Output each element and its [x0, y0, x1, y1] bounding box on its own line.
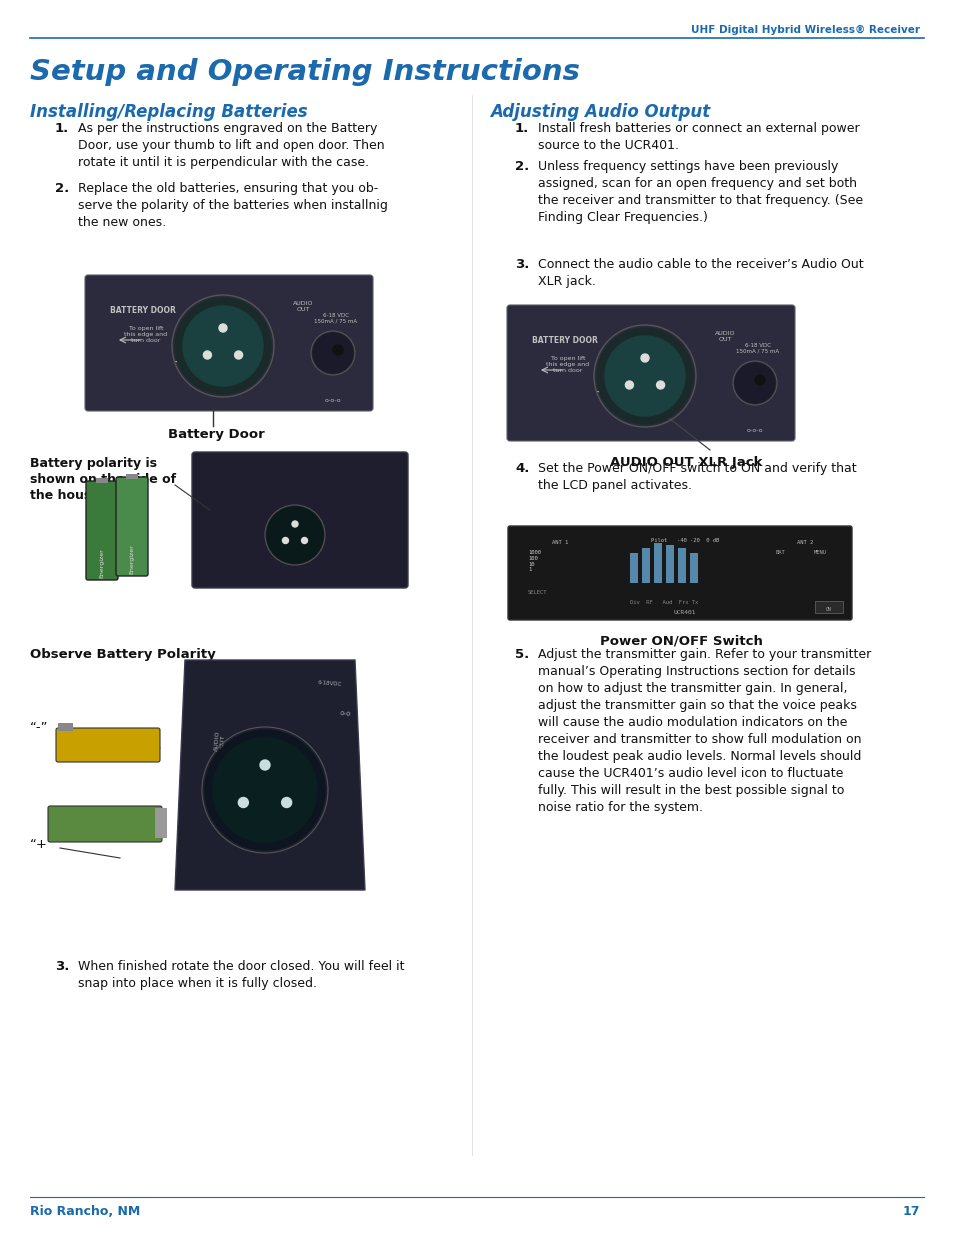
Circle shape [597, 329, 692, 424]
FancyBboxPatch shape [48, 806, 162, 842]
Text: 5.: 5. [515, 648, 529, 661]
Bar [641, 548, 649, 583]
Circle shape [260, 760, 270, 769]
Text: “-”: “-” [30, 720, 49, 734]
Text: Install fresh batteries or connect an external power
source to the UCR401.: Install fresh batteries or connect an ex… [537, 122, 859, 152]
Text: To open lift
this edge and
turn door: To open lift this edge and turn door [546, 356, 589, 373]
Bar [814, 601, 842, 613]
Circle shape [234, 351, 242, 359]
Text: When finished rotate the door closed. You will feel it
snap into place when it i: When finished rotate the door closed. Yo… [78, 960, 404, 990]
Text: Installing/Replacing Batteries: Installing/Replacing Batteries [30, 103, 307, 121]
Text: UCR401: UCR401 [673, 610, 696, 615]
Circle shape [267, 508, 323, 563]
Text: o-o-o: o-o-o [324, 398, 341, 403]
Text: ANT 2: ANT 2 [796, 540, 812, 545]
Bar [654, 543, 661, 583]
Text: o-o-o: o-o-o [746, 429, 762, 433]
Text: BATTERY DOOR: BATTERY DOOR [532, 336, 598, 345]
Circle shape [205, 730, 325, 850]
Text: Pilot   -40 -20  0 dB: Pilot -40 -20 0 dB [650, 538, 719, 543]
Circle shape [238, 798, 248, 808]
Text: BATTERY DOOR: BATTERY DOOR [110, 306, 175, 315]
Text: o-o: o-o [338, 710, 351, 718]
Text: Setup and Operating Instructions: Setup and Operating Instructions [30, 58, 579, 86]
Text: 1000
100
10
1: 1000 100 10 1 [527, 550, 540, 572]
Circle shape [219, 324, 227, 332]
Text: MENU: MENU [813, 550, 825, 555]
Text: Unless frequency settings have been previously
assigned, scan for an open freque: Unless frequency settings have been prev… [537, 161, 862, 224]
FancyBboxPatch shape [192, 452, 408, 588]
Bar [665, 545, 673, 583]
Circle shape [313, 333, 353, 373]
Text: 1.: 1. [515, 122, 529, 135]
Text: AUDIO
OUT: AUDIO OUT [293, 301, 313, 311]
Bar [126, 474, 138, 479]
Text: Power ON/OFF Switch: Power ON/OFF Switch [599, 634, 762, 647]
Circle shape [301, 537, 307, 543]
Bar [154, 808, 167, 839]
Text: AUDIO
OUT: AUDIO OUT [714, 331, 735, 342]
Bar [689, 553, 698, 583]
Text: 2.: 2. [55, 182, 70, 195]
Circle shape [754, 375, 764, 385]
Circle shape [604, 336, 684, 416]
Text: ON: ON [825, 606, 831, 613]
Text: Adjusting Audio Output: Adjusting Audio Output [490, 103, 709, 121]
Text: 4.: 4. [515, 462, 529, 475]
FancyBboxPatch shape [85, 275, 373, 411]
Text: AUDIO
OUT: AUDIO OUT [213, 730, 226, 751]
Text: BAT: BAT [774, 550, 784, 555]
Text: Replace the old batteries, ensuring that you ob-
serve the polarity of the batte: Replace the old batteries, ensuring that… [78, 182, 388, 228]
Circle shape [734, 363, 774, 403]
Text: As per the instructions engraved on the Battery
Door, use your thumb to lift and: As per the instructions engraved on the … [78, 122, 384, 169]
Text: Energizer: Energizer [130, 545, 134, 574]
Text: UHF Digital Hybrid Wireless® Receiver: UHF Digital Hybrid Wireless® Receiver [690, 25, 919, 35]
Circle shape [213, 739, 316, 842]
Bar [96, 478, 108, 483]
Text: 6-18 VDC
150mA / 75 mA: 6-18 VDC 150mA / 75 mA [736, 343, 779, 353]
Text: “+”: “+” [30, 839, 54, 851]
Text: 2.: 2. [515, 161, 529, 173]
Text: 3.: 3. [515, 258, 529, 270]
Bar [678, 548, 685, 583]
Text: 1.: 1. [55, 122, 70, 135]
Text: Connect the audio cable to the receiver’s Audio Out
XLR jack.: Connect the audio cable to the receiver’… [537, 258, 862, 288]
Text: Battery polarity is
shown on the side of
the housing: Battery polarity is shown on the side of… [30, 457, 176, 501]
Bar [629, 553, 638, 583]
Text: SELECT: SELECT [527, 590, 547, 595]
Text: Div  RF   Aud  Frx Tx: Div RF Aud Frx Tx [629, 600, 698, 605]
Text: 3.: 3. [55, 960, 70, 973]
Polygon shape [174, 659, 365, 890]
FancyBboxPatch shape [86, 480, 118, 580]
Circle shape [656, 382, 664, 389]
FancyBboxPatch shape [56, 727, 160, 762]
FancyBboxPatch shape [507, 526, 851, 620]
Circle shape [625, 382, 633, 389]
Bar [58, 722, 73, 731]
Text: Energizer: Energizer [99, 548, 105, 578]
Text: Adjust the transmitter gain. Refer to your transmitter
manual’s Operating Instru: Adjust the transmitter gain. Refer to yo… [537, 648, 870, 814]
Circle shape [203, 351, 212, 359]
Circle shape [640, 354, 648, 362]
FancyBboxPatch shape [116, 477, 148, 576]
Text: 6-18VDC: 6-18VDC [317, 680, 342, 687]
Circle shape [183, 306, 263, 387]
Text: Set the Power ON/OFF switch to ON and verify that
the LCD panel activates.: Set the Power ON/OFF switch to ON and ve… [537, 462, 856, 492]
FancyBboxPatch shape [506, 305, 794, 441]
Circle shape [292, 521, 297, 527]
Text: AUDIO OUT XLR Jack: AUDIO OUT XLR Jack [609, 456, 761, 469]
Text: To open lift
this edge and
turn door: To open lift this edge and turn door [124, 326, 168, 342]
Circle shape [174, 298, 271, 394]
Circle shape [281, 798, 292, 808]
Text: Rio Rancho, NM: Rio Rancho, NM [30, 1205, 140, 1218]
Text: Battery Door: Battery Door [168, 429, 265, 441]
Circle shape [282, 537, 288, 543]
Text: ANT 1: ANT 1 [551, 540, 568, 545]
Text: Observe Battery Polarity: Observe Battery Polarity [30, 648, 215, 661]
Text: 6-18 VDC
150mA / 75 mA: 6-18 VDC 150mA / 75 mA [314, 312, 357, 324]
Circle shape [333, 345, 343, 354]
Text: 17: 17 [902, 1205, 919, 1218]
